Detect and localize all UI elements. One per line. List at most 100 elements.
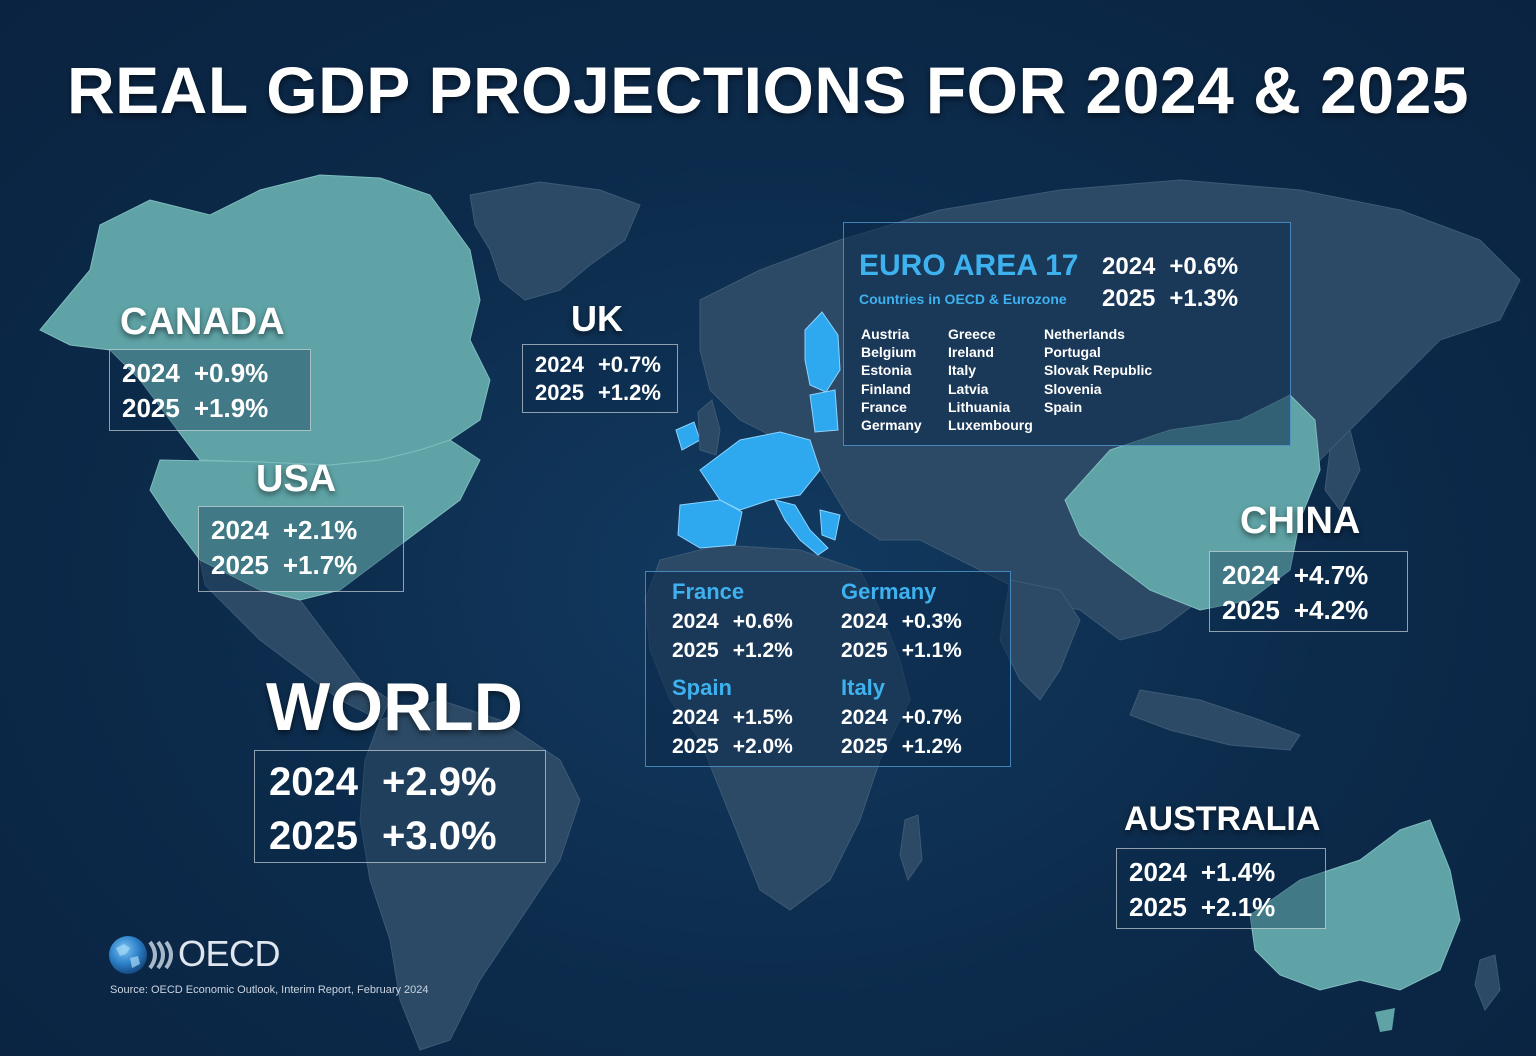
member-country: Portugal bbox=[1044, 344, 1101, 361]
usa-value-box: 2024 +2.1% 2025 +1.7% bbox=[198, 506, 404, 592]
year: 2024 bbox=[841, 610, 888, 633]
usa-landmass bbox=[149, 439, 481, 601]
tasmania-landmass bbox=[1375, 1008, 1395, 1032]
growth-value: +2.1% bbox=[282, 515, 358, 545]
iberia-region bbox=[677, 499, 743, 549]
globe-icon bbox=[109, 936, 147, 974]
year: 2024 bbox=[535, 352, 584, 377]
australia-row-2024: 2024 +1.4% bbox=[1129, 855, 1313, 890]
ireland-region bbox=[675, 421, 701, 451]
year: 2025 bbox=[672, 639, 719, 662]
china-row-2025: 2025 +4.2% bbox=[1222, 593, 1395, 628]
member-country: Ireland bbox=[948, 344, 994, 361]
greenland-landmass bbox=[469, 181, 641, 301]
member-country: Latvia bbox=[948, 380, 989, 397]
growth-value: +4.7% bbox=[1293, 560, 1369, 590]
year: 2024 bbox=[122, 358, 180, 388]
euro-area-values: 2024 +0.6% 2025 +1.3% bbox=[1102, 251, 1238, 315]
indonesia-landmass bbox=[1129, 689, 1301, 751]
growth-value: +0.7% bbox=[901, 706, 962, 729]
member-country: Lithuania bbox=[948, 398, 1011, 415]
member-country: Spain bbox=[1044, 398, 1083, 415]
usa-row-2024: 2024 +2.1% bbox=[211, 513, 391, 548]
italy-row-2025: 2025 +1.2% bbox=[841, 732, 962, 761]
growth-value: +1.9% bbox=[193, 393, 269, 423]
growth-value: +2.1% bbox=[1200, 892, 1276, 922]
year: 2025 bbox=[841, 735, 888, 758]
member-column-2: Greece Ireland Italy Latvia Lithuania Lu… bbox=[948, 325, 1033, 434]
year: 2024 bbox=[1129, 857, 1187, 887]
year: 2025 bbox=[672, 735, 719, 758]
year: 2025 bbox=[122, 393, 180, 423]
world-value-box: 2024 +2.9% 2025 +3.0% bbox=[254, 750, 546, 863]
usa-label: USA bbox=[256, 458, 337, 500]
member-country: Germany bbox=[861, 417, 922, 434]
country-name: France bbox=[672, 579, 745, 604]
member-country: Slovak Republic bbox=[1044, 362, 1153, 379]
china-label: CHINA bbox=[1240, 500, 1361, 542]
spain-row-2024: 2024 +1.5% bbox=[672, 703, 793, 732]
year: 2024 bbox=[1222, 560, 1280, 590]
year: 2024 bbox=[1102, 253, 1156, 280]
member-country: France bbox=[861, 398, 907, 415]
year: 2024 bbox=[269, 760, 358, 804]
uk-row-2025: 2025 +1.2% bbox=[535, 379, 665, 407]
canada-label: CANADA bbox=[120, 301, 285, 343]
swoosh-icon bbox=[148, 940, 157, 970]
member-country: Belgium bbox=[861, 344, 917, 361]
oecd-logo-text: OECD bbox=[178, 933, 281, 974]
china-value-box: 2024 +4.7% 2025 +4.2% bbox=[1209, 551, 1408, 632]
year: 2025 bbox=[269, 814, 358, 858]
growth-value: +1.4% bbox=[1200, 857, 1276, 887]
usa-row-2025: 2025 +1.7% bbox=[211, 548, 391, 583]
year: 2025 bbox=[841, 639, 888, 662]
oecd-logo bbox=[109, 936, 173, 974]
italy-region bbox=[774, 499, 829, 556]
world-row-2025: 2025 +3.0% bbox=[269, 809, 531, 863]
swoosh-icon bbox=[164, 940, 173, 970]
france-block: France 2024 +0.6% 2025 +1.2% bbox=[672, 577, 793, 665]
finland-region bbox=[804, 311, 841, 393]
growth-value: +1.3% bbox=[1169, 285, 1239, 312]
growth-value: +1.7% bbox=[282, 550, 358, 580]
germany-row-2025: 2025 +1.1% bbox=[841, 636, 962, 665]
growth-value: +0.9% bbox=[193, 358, 269, 388]
euro-area-panel: EURO AREA 17 Countries in OECD & Eurozon… bbox=[843, 222, 1291, 446]
germany-row-2024: 2024 +0.3% bbox=[841, 607, 962, 636]
member-country: Finland bbox=[861, 380, 911, 397]
growth-value: +1.1% bbox=[901, 639, 962, 662]
growth-value: +1.2% bbox=[597, 380, 661, 405]
australia-value-box: 2024 +1.4% 2025 +2.1% bbox=[1116, 848, 1326, 929]
baltics-region bbox=[809, 389, 839, 433]
uk-landmass bbox=[697, 399, 721, 456]
spain-row-2025: 2025 +2.0% bbox=[672, 732, 793, 761]
uk-row-2024: 2024 +0.7% bbox=[535, 351, 665, 379]
globe-continents bbox=[116, 944, 140, 968]
growth-value: +3.0% bbox=[381, 814, 497, 858]
growth-value: +0.7% bbox=[597, 352, 661, 377]
new-zealand-landmass bbox=[1474, 954, 1501, 1012]
france-row-2025: 2025 +1.2% bbox=[672, 636, 793, 665]
south-america-landmass bbox=[359, 699, 581, 1051]
country-name: Spain bbox=[672, 675, 732, 700]
france-row-2024: 2024 +0.6% bbox=[672, 607, 793, 636]
growth-value: +2.0% bbox=[732, 735, 793, 758]
country-name: Italy bbox=[841, 675, 886, 700]
growth-value: +0.3% bbox=[901, 610, 962, 633]
page-title: REAL GDP PROJECTIONS FOR 2024 & 2025 bbox=[66, 53, 1470, 127]
growth-value: +2.9% bbox=[381, 760, 497, 804]
germany-block: Germany 2024 +0.3% 2025 +1.1% bbox=[841, 577, 962, 665]
growth-value: +0.6% bbox=[1169, 253, 1239, 280]
euro-area-row-2024: 2024 +0.6% bbox=[1102, 251, 1238, 283]
year: 2024 bbox=[672, 610, 719, 633]
china-row-2024: 2024 +4.7% bbox=[1222, 558, 1395, 593]
australia-landmass bbox=[1249, 819, 1461, 991]
euro-area-row-2025: 2025 +1.3% bbox=[1102, 283, 1238, 315]
uk-value-box: 2024 +0.7% 2025 +1.2% bbox=[522, 344, 678, 413]
world-row-2024: 2024 +2.9% bbox=[269, 755, 531, 809]
japan-landmass bbox=[1324, 429, 1361, 511]
world-label: WORLD bbox=[266, 669, 523, 745]
year: 2025 bbox=[1102, 285, 1156, 312]
canada-value-box: 2024 +0.9% 2025 +1.9% bbox=[109, 349, 311, 431]
member-country: Estonia bbox=[861, 362, 912, 379]
